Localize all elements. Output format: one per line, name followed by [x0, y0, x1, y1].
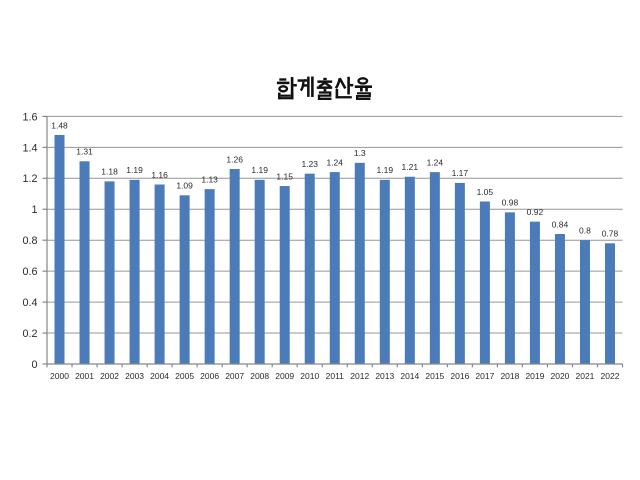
svg-text:2004: 2004	[150, 371, 169, 381]
svg-text:0.2: 0.2	[22, 328, 37, 340]
svg-text:2021: 2021	[576, 371, 595, 381]
svg-text:0.6: 0.6	[22, 266, 37, 278]
svg-text:1.18: 1.18	[101, 167, 118, 177]
svg-text:2019: 2019	[525, 371, 544, 381]
svg-text:2000: 2000	[50, 371, 69, 381]
svg-text:2018: 2018	[500, 371, 519, 381]
svg-text:0.92: 0.92	[527, 207, 544, 217]
svg-text:1.17: 1.17	[452, 168, 469, 178]
svg-text:2006: 2006	[200, 371, 219, 381]
svg-text:2003: 2003	[125, 371, 144, 381]
svg-text:2020: 2020	[550, 371, 569, 381]
svg-text:2013: 2013	[375, 371, 394, 381]
svg-text:2017: 2017	[475, 371, 494, 381]
svg-text:1: 1	[31, 204, 37, 216]
svg-text:2007: 2007	[225, 371, 244, 381]
svg-text:1.48: 1.48	[51, 120, 68, 130]
svg-text:1.4: 1.4	[22, 142, 37, 154]
svg-text:0.98: 0.98	[502, 198, 519, 208]
svg-text:1.15: 1.15	[276, 171, 293, 181]
svg-text:2012: 2012	[350, 371, 369, 381]
svg-text:1.09: 1.09	[176, 181, 193, 191]
svg-text:0.78: 0.78	[602, 229, 619, 239]
svg-text:2010: 2010	[300, 371, 319, 381]
svg-text:1.16: 1.16	[151, 170, 168, 180]
svg-text:1.21: 1.21	[402, 162, 419, 172]
svg-text:0.8: 0.8	[579, 226, 591, 236]
svg-text:2014: 2014	[400, 371, 419, 381]
svg-text:2005: 2005	[175, 371, 194, 381]
svg-text:1.24: 1.24	[326, 157, 343, 167]
svg-text:1.26: 1.26	[226, 154, 243, 164]
svg-text:1.19: 1.19	[251, 165, 268, 175]
svg-text:2022: 2022	[601, 371, 620, 381]
svg-text:2011: 2011	[326, 371, 345, 381]
svg-text:2015: 2015	[425, 371, 444, 381]
svg-text:1.19: 1.19	[126, 165, 143, 175]
svg-text:2002: 2002	[100, 371, 119, 381]
svg-text:1.13: 1.13	[201, 174, 218, 184]
svg-text:2016: 2016	[450, 371, 469, 381]
svg-text:0: 0	[31, 359, 37, 371]
svg-text:2008: 2008	[250, 371, 269, 381]
svg-text:2009: 2009	[275, 371, 294, 381]
svg-text:0.84: 0.84	[552, 219, 569, 229]
svg-text:1.6: 1.6	[22, 111, 37, 123]
svg-text:1.31: 1.31	[76, 147, 93, 157]
svg-text:1.23: 1.23	[301, 159, 318, 169]
svg-text:1.19: 1.19	[377, 165, 394, 175]
svg-text:2001: 2001	[75, 371, 94, 381]
svg-text:1.3: 1.3	[354, 148, 366, 158]
svg-text:1.2: 1.2	[22, 173, 37, 185]
svg-text:0.4: 0.4	[22, 297, 37, 309]
svg-text:1.24: 1.24	[427, 157, 444, 167]
svg-text:0.8: 0.8	[22, 235, 37, 247]
svg-text:1.05: 1.05	[477, 187, 494, 197]
